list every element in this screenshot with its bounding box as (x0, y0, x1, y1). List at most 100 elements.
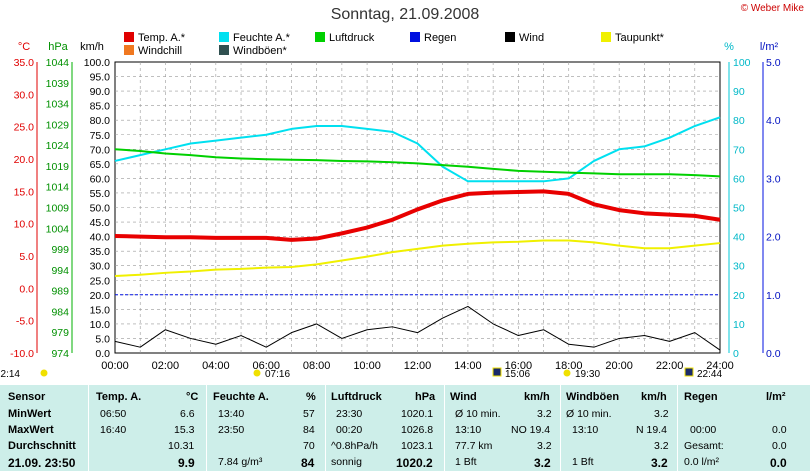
lm2-tick-label: 4.0 (766, 115, 781, 127)
pct-tick-label: 10 (733, 319, 745, 331)
kmh-tick-label: 100.0 (84, 57, 110, 69)
gust-avg10-value: 3.2 (654, 408, 669, 420)
hpa-unit-label: hPa (48, 41, 68, 53)
kmh-tick-label: 40.0 (90, 232, 111, 244)
pct-tick-label: 40 (733, 232, 745, 244)
hpa-tick-label: 974 (51, 348, 69, 360)
lm2-tick-label: 2.0 (766, 232, 781, 244)
hpa-tick-label: 1029 (46, 119, 70, 131)
y-axes: 35.0 30.0 25.0 20.0 15.0 10.0 5.0 0.0 -5.0 -10.0 1… (10, 41, 781, 360)
pct-tick-label: 80 (733, 115, 745, 127)
kmh-tick-label: 70.0 (90, 144, 111, 156)
legend-label: Taupunkt* (615, 32, 664, 44)
hum-min-value: 57 (303, 408, 315, 420)
legend-label: Temp. A.* (138, 32, 186, 44)
celsius-unit-label: °C (18, 41, 30, 53)
gust-current-value: 3.2 (651, 456, 668, 470)
gust-max-time: 13:10 (572, 424, 599, 436)
hpa-tick-label: 1014 (46, 182, 70, 194)
press-max-value: 1026.8 (401, 424, 434, 436)
sun-marker-label: 07:16 (265, 369, 290, 380)
legend-label: Windchill (138, 45, 183, 57)
sun-moon-markers: 12:14 07:16 15:06 19:30 22:44 (0, 367, 722, 380)
celsius-tick-label: 30.0 (14, 89, 35, 101)
temp-min-value: 6.6 (180, 408, 195, 420)
lm2-tick-label: 0.0 (766, 348, 781, 360)
celsius-tick-label: 20.0 (14, 154, 35, 166)
wind-distance: 77.7 km (455, 440, 493, 452)
pct-unit-label: % (724, 41, 734, 53)
rain-rate: 0.0 l/m² (684, 456, 720, 468)
wind-bft: 1 Bft (455, 456, 477, 468)
hpa-tick-label: 1009 (46, 203, 70, 215)
gust-header: Windböen (566, 391, 620, 403)
hpa-tick-label: 1019 (46, 161, 70, 173)
press-trend: ^0.8hPa/h (331, 440, 378, 452)
rain-unit: l/m² (766, 391, 786, 403)
legend-swatch (315, 32, 325, 42)
legend-label: Wind (519, 32, 545, 44)
sun-icon (563, 369, 571, 377)
hum-min-time: 13:40 (218, 408, 245, 420)
hpa-tick-label: 984 (51, 306, 69, 318)
sensor-header: Sensor (8, 391, 46, 403)
temp-current-value: 9.9 (178, 456, 195, 470)
pct-tick-label: 60 (733, 173, 745, 185)
page-title: Sonntag, 21.09.2008 (330, 6, 480, 23)
kmh-tick-label: 0.0 (95, 348, 110, 360)
pct-tick-label: 50 (733, 203, 745, 215)
temp-max-time: 16:40 (100, 424, 127, 436)
lm2-tick-label: 5.0 (766, 57, 781, 69)
celsius-tick-label: -5.0 (16, 316, 34, 328)
legend-label: Luftdruck (329, 32, 375, 44)
time-tick-label: 20:00 (605, 360, 633, 372)
time-tick-label: 08:00 (303, 360, 331, 372)
sun-icon (40, 369, 48, 377)
wind-unit: km/h (524, 391, 550, 403)
wind-header: Wind (450, 391, 477, 403)
kmh-tick-label: 85.0 (90, 101, 111, 113)
press-unit: hPa (415, 391, 436, 403)
wind-avg-label: Ø 10 min. (455, 408, 501, 420)
moon-icon (492, 367, 502, 377)
pct-tick-label: 90 (733, 86, 745, 98)
legend-label: Regen (424, 32, 457, 44)
time-tick-label: 18:00 (555, 360, 583, 372)
hum-avg-value: 70 (303, 440, 315, 452)
rain-header: Regen (684, 391, 718, 403)
sun-marker-label: 19:30 (575, 369, 600, 380)
kmh-tick-label: 90.0 (90, 86, 111, 98)
time-tick-label: 02:00 (152, 360, 180, 372)
wind-max-value: NO 19.4 (511, 424, 551, 436)
hum-max-value: 84 (303, 424, 315, 436)
time-tick-label: 06:00 (252, 360, 280, 372)
rain-total-label: Gesamt: (684, 440, 724, 452)
hum-abs-value: 7.84 g/m³ (218, 456, 263, 468)
legend-label: Windböen* (233, 45, 287, 57)
gust-unit: km/h (641, 391, 667, 403)
hpa-tick-label: 1004 (46, 223, 70, 235)
time-tick-label: 10:00 (353, 360, 381, 372)
rain-max-value: 0.0 (772, 424, 787, 436)
gust-bft: 1 Bft (572, 456, 594, 468)
press-forecast: sonnig (331, 456, 362, 468)
legend-item: Windböen* (219, 45, 287, 57)
rain-total-value: 0.0 (772, 440, 787, 452)
chart-series (114, 116, 721, 351)
hpa-tick-label: 989 (51, 286, 69, 298)
lm2-unit-label: l/m² (760, 41, 779, 53)
hpa-tick-label: 1024 (46, 140, 70, 152)
press-header: Luftdruck (331, 391, 382, 403)
kmh-unit-label: km/h (80, 41, 104, 53)
kmh-tick-label: 25.0 (90, 275, 111, 287)
legend-swatch (601, 32, 611, 42)
celsius-tick-label: 15.0 (14, 186, 35, 198)
legend-swatch (124, 45, 134, 55)
moon-icon (684, 367, 694, 377)
hpa-tick-label: 1044 (46, 57, 70, 69)
legend-swatch (124, 32, 134, 42)
legend-item: Regen (410, 32, 456, 44)
hum-current-value: 84 (301, 456, 315, 470)
legend-item: Windchill (124, 45, 182, 57)
kmh-tick-label: 75.0 (90, 130, 111, 142)
